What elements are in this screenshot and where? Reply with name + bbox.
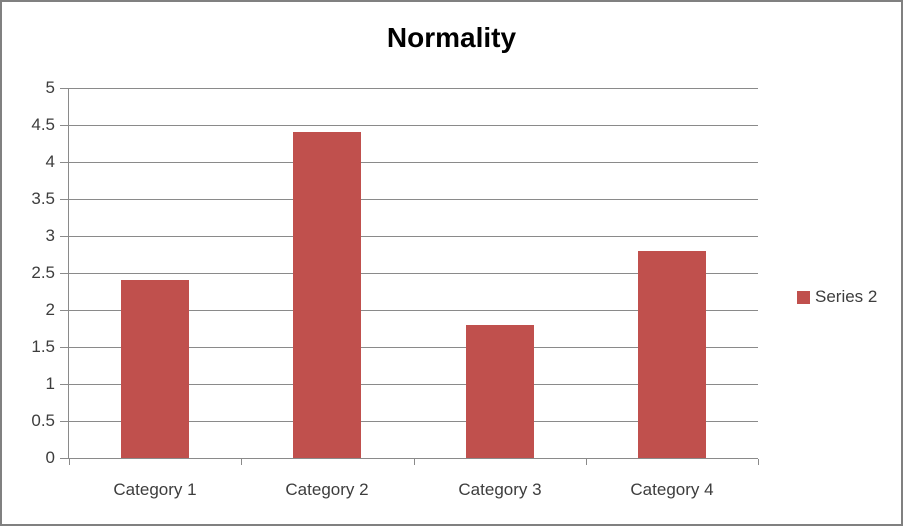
y-axis-label: 1.5 — [31, 337, 55, 356]
y-axis-label: 1 — [45, 374, 55, 393]
gridline — [69, 125, 758, 126]
y-axis-tick — [60, 273, 68, 274]
gridline — [69, 199, 758, 200]
gridline — [69, 162, 758, 163]
y-axis-tick — [60, 384, 68, 385]
gridline — [69, 236, 758, 237]
y-axis-label: 2.5 — [31, 263, 55, 282]
gridline — [69, 421, 758, 422]
y-axis-tick — [60, 236, 68, 237]
y-axis-label: 3 — [45, 226, 55, 245]
gridline — [69, 384, 758, 385]
legend-label: Series 2 — [815, 287, 878, 306]
x-axis-tick — [241, 459, 242, 465]
bar-category-3[interactable] — [466, 325, 534, 458]
y-axis-tick — [60, 162, 68, 163]
gridline — [69, 273, 758, 274]
y-axis-label: 4.5 — [31, 115, 55, 134]
y-axis-label: 2 — [45, 300, 55, 319]
y-axis-label: 0.5 — [31, 411, 55, 430]
y-axis-tick — [60, 310, 68, 311]
gridline — [69, 310, 758, 311]
legend[interactable]: Series 2 — [797, 287, 877, 307]
plot-area: 0 0.5 1 1.5 2 2.5 3 3.5 4 4.5 5 Category 1 Category … — [31, 78, 759, 499]
bar-category-1[interactable] — [121, 280, 189, 458]
y-axis-label: 0 — [45, 448, 55, 467]
y-axis-tick — [60, 125, 68, 126]
x-axis-tick — [586, 459, 587, 465]
y-axis-label: 5 — [45, 78, 55, 97]
x-axis-tick — [69, 459, 70, 465]
legend-swatch-icon — [797, 290, 810, 304]
y-axis-tick — [60, 199, 68, 200]
x-axis-label: Category 1 — [113, 480, 197, 499]
y-axis-tick — [60, 347, 68, 348]
x-axis-label: Category 3 — [458, 480, 542, 499]
x-axis-label: Category 4 — [630, 480, 714, 499]
y-axis-label: 3.5 — [31, 189, 55, 208]
x-axis-label: Category 2 — [285, 480, 369, 499]
x-axis-tick — [758, 459, 759, 465]
bar-category-4[interactable] — [638, 251, 706, 458]
gridline — [69, 347, 758, 348]
y-axis-tick — [60, 421, 68, 422]
x-axis-tick — [414, 459, 415, 465]
y-axis-tick — [60, 88, 68, 89]
gridline — [69, 88, 758, 89]
bar-category-2[interactable] — [293, 132, 361, 458]
y-axis-label: 4 — [45, 152, 55, 171]
chart-title: Normality — [386, 22, 517, 53]
y-axis-tick — [60, 458, 68, 459]
